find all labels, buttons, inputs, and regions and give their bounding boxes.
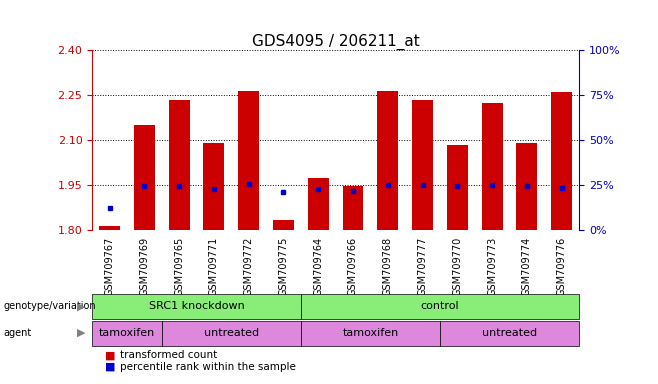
Bar — [412, 99, 433, 230]
Bar — [99, 226, 120, 230]
Text: agent: agent — [3, 328, 32, 338]
Text: SRC1 knockdown: SRC1 knockdown — [149, 301, 244, 311]
Bar — [377, 91, 398, 230]
Text: tamoxifen: tamoxifen — [99, 328, 155, 338]
Bar — [134, 125, 155, 230]
Title: GDS4095 / 206211_at: GDS4095 / 206211_at — [252, 34, 419, 50]
Text: ■: ■ — [105, 350, 116, 360]
Text: untreated: untreated — [204, 328, 259, 338]
Text: control: control — [420, 301, 459, 311]
Bar — [238, 91, 259, 230]
Text: untreated: untreated — [482, 328, 537, 338]
Text: ▶: ▶ — [77, 301, 86, 311]
Bar — [517, 143, 538, 230]
Text: genotype/variation: genotype/variation — [3, 301, 96, 311]
Text: ■: ■ — [105, 362, 116, 372]
Text: tamoxifen: tamoxifen — [342, 328, 399, 338]
Bar — [168, 99, 190, 230]
Bar — [482, 103, 503, 230]
Bar — [343, 186, 363, 230]
Bar — [551, 92, 572, 230]
Text: ▶: ▶ — [77, 328, 86, 338]
Bar — [273, 220, 294, 230]
Bar — [308, 178, 328, 230]
Text: percentile rank within the sample: percentile rank within the sample — [120, 362, 295, 372]
Text: transformed count: transformed count — [120, 350, 217, 360]
Bar — [203, 143, 224, 230]
Bar — [447, 145, 468, 230]
